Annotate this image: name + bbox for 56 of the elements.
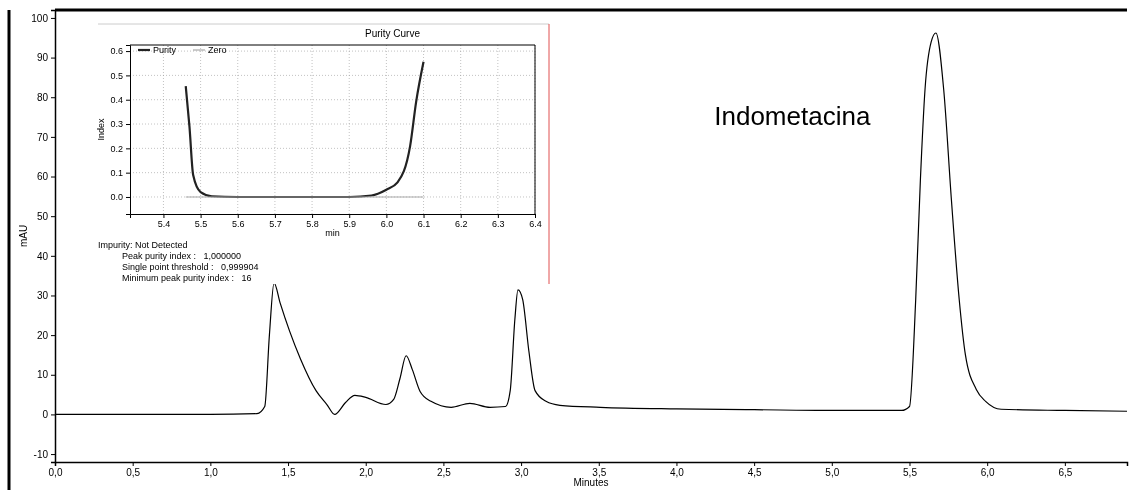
y-tick-label: 80 bbox=[36, 91, 49, 103]
annotation: Peak purity index : 1,000000 bbox=[122, 251, 242, 261]
x-tick-label: 6,0 bbox=[980, 467, 996, 479]
y-tick-label: 90 bbox=[36, 52, 49, 64]
y-tick-label: -10 bbox=[33, 448, 49, 460]
x-tick-label: 5.6 bbox=[231, 219, 245, 230]
x-axis-title: min bbox=[325, 228, 340, 238]
y-tick-label: 0.6 bbox=[110, 46, 123, 57]
x-tick-label: 6.2 bbox=[454, 219, 468, 230]
x-tick-label: 2,5 bbox=[436, 467, 452, 479]
x-tick-label: 6.0 bbox=[380, 219, 394, 230]
x-tick-label: 5,0 bbox=[825, 467, 840, 479]
legend-label: Zero bbox=[208, 45, 227, 55]
y-tick-label: 30 bbox=[36, 290, 49, 302]
x-tick-label: 5.7 bbox=[269, 219, 282, 230]
y-tick-label: 40 bbox=[36, 250, 49, 262]
x-tick-label: 5.8 bbox=[306, 219, 319, 230]
x-tick-label: 5.4 bbox=[157, 219, 171, 230]
y-tick-label: 0 bbox=[42, 409, 49, 421]
y-tick-label: 0.0 bbox=[110, 192, 123, 203]
y-tick-label: 0.1 bbox=[110, 168, 123, 179]
y-tick-label: 0.4 bbox=[110, 95, 123, 106]
x-tick-label: 0,5 bbox=[126, 467, 141, 479]
y-tick-label: 60 bbox=[36, 171, 49, 183]
x-tick-label: 0,0 bbox=[48, 467, 63, 479]
x-tick-label: 5,5 bbox=[903, 467, 918, 479]
x-tick-label: 1,0 bbox=[203, 467, 219, 479]
legend-label: Purity bbox=[153, 45, 177, 55]
x-tick-label: 5.9 bbox=[343, 219, 356, 230]
x-tick-label: 4,0 bbox=[670, 467, 685, 479]
y-tick-label: 50 bbox=[36, 210, 49, 222]
annotation: Single point threshold : 0,999904 bbox=[122, 262, 259, 272]
y-tick-label: 100 bbox=[31, 12, 49, 24]
y-tick-label: 0.2 bbox=[110, 143, 123, 154]
chart-title: Purity Curve bbox=[364, 28, 421, 39]
x-axis-title: Minutes bbox=[573, 477, 609, 488]
y-axis-title: Index bbox=[96, 118, 106, 141]
x-tick-label: 6.3 bbox=[492, 219, 505, 230]
x-tick-label: 3,0 bbox=[514, 467, 529, 479]
x-tick-label: 2,0 bbox=[359, 467, 374, 479]
x-tick-label: 5.5 bbox=[194, 219, 208, 230]
y-tick-label: 20 bbox=[36, 329, 49, 341]
y-tick-label: 70 bbox=[36, 131, 49, 143]
x-tick-label: 3,5 bbox=[592, 467, 607, 479]
y-tick-label: 0.3 bbox=[110, 119, 123, 130]
x-tick-label: 1,5 bbox=[281, 467, 296, 479]
annotation: Indometacina bbox=[714, 101, 871, 131]
x-tick-label: 6,5 bbox=[1058, 467, 1073, 479]
y-axis-title: mAU bbox=[18, 224, 29, 248]
y-tick-label: 10 bbox=[36, 369, 49, 381]
x-tick-label: 6.4 bbox=[529, 219, 542, 230]
x-tick-label: 4,5 bbox=[747, 467, 763, 479]
annotation: Minimum peak purity index : 16 bbox=[122, 273, 252, 283]
y-tick-label: 0.5 bbox=[110, 70, 123, 81]
x-tick-label: 6.1 bbox=[417, 219, 431, 230]
annotation: Impurity: Not Detected bbox=[98, 240, 188, 250]
